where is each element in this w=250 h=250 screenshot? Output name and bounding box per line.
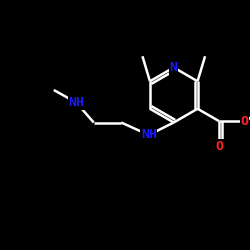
Text: O: O [215,140,223,153]
Text: N: N [170,61,178,74]
Text: NH: NH [141,128,157,141]
Text: O: O [240,115,248,128]
Text: NH: NH [68,96,84,109]
